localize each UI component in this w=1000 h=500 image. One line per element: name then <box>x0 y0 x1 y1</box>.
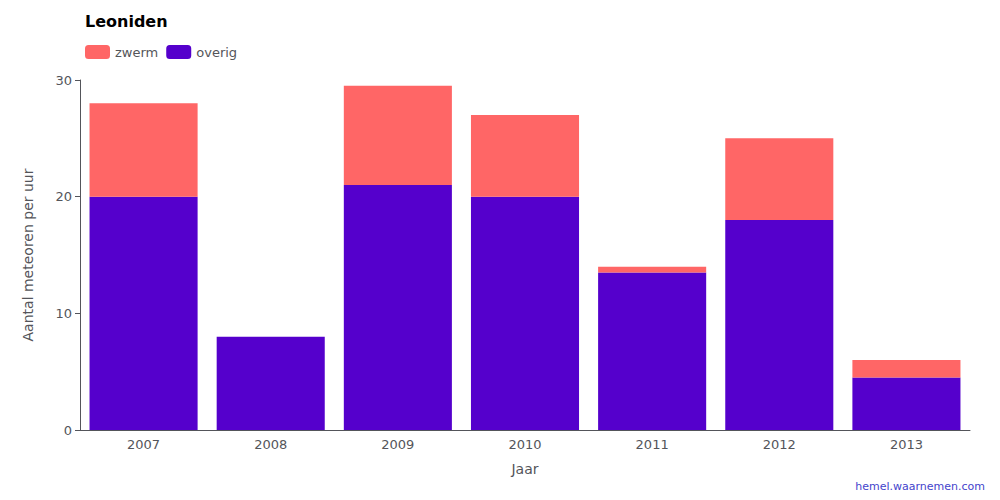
svg-text:2007: 2007 <box>127 437 160 452</box>
svg-text:Jaar: Jaar <box>510 461 538 477</box>
svg-text:2011: 2011 <box>636 437 669 452</box>
svg-text:10: 10 <box>55 306 72 321</box>
svg-text:2008: 2008 <box>254 437 287 452</box>
svg-text:zwerm: zwerm <box>115 45 158 60</box>
svg-text:2012: 2012 <box>763 437 796 452</box>
svg-text:2010: 2010 <box>508 437 541 452</box>
svg-text:0: 0 <box>64 423 72 438</box>
svg-text:Aantal meteoren per uur: Aantal meteoren per uur <box>20 168 36 341</box>
svg-text:hemel.waarnemen.com: hemel.waarnemen.com <box>855 480 985 493</box>
svg-text:30: 30 <box>55 73 72 88</box>
svg-text:2009: 2009 <box>381 437 414 452</box>
svg-text:20: 20 <box>55 189 72 204</box>
svg-text:2013: 2013 <box>890 437 923 452</box>
svg-text:Leoniden: Leoniden <box>85 12 168 31</box>
svg-text:overig: overig <box>196 45 237 60</box>
